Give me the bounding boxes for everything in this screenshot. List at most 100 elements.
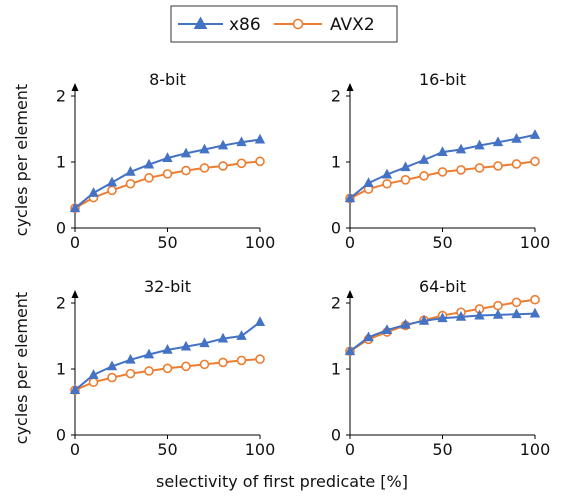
legend-avx2-marker [292,18,304,30]
data-point-x86 [455,143,467,154]
legend-x86-label: x86 [229,15,261,35]
y-tick-label: 2 [56,87,66,106]
data-point-x86 [474,139,485,150]
y-axis-arrow [346,83,354,91]
y-tick-label: 1 [56,153,66,172]
data-point-x86 [106,360,118,371]
data-point-x86 [69,384,81,395]
y-axis-arrow [346,290,354,298]
y-axis-arrow [71,290,79,298]
data-point-avx2 [236,355,247,366]
data-point-x86 [88,187,99,197]
series-line-avx2 [74,160,261,210]
y-axis-label-top: cycles per element [12,84,31,236]
x-tick-label: 50 [432,233,452,252]
panel-title: 8-bit [149,70,186,89]
data-point-avx2 [107,372,117,383]
x-tick-label: 50 [157,233,177,252]
data-point-x86 [363,177,374,188]
data-point-x86 [162,344,173,354]
data-point-avx2 [382,178,392,189]
x-tick-label: 0 [345,233,355,252]
data-point-x86 [88,369,99,379]
y-tick-label: 0 [56,426,66,445]
legend: x86 AVX2 [170,5,398,43]
data-point-x86 [363,331,374,342]
data-point-x86 [199,143,210,154]
data-point-x86 [492,309,504,319]
chart-panel-2: 16-bit 0 50 100 0 1 2 [331,70,550,252]
data-point-x86 [180,340,192,351]
chart-panel-3: 32-bit 0 50 100 0 1 2 [56,277,275,459]
data-point-x86 [236,330,247,340]
data-point-avx2 [236,158,247,169]
data-point-x86 [529,307,541,318]
data-point-avx2 [125,178,136,189]
data-point-avx2 [144,173,154,183]
y-tick-label: 0 [56,219,66,238]
data-point-x86 [217,332,229,343]
y-tick-label: 1 [56,360,66,379]
series-line-avx2 [349,298,536,353]
data-point-avx2 [199,163,210,173]
data-point-x86 [125,166,136,176]
series-line-x86 [349,133,536,200]
data-point-x86 [344,192,356,203]
data-point-x86 [511,133,522,143]
data-point-x86 [199,337,210,348]
data-point-avx2 [218,161,228,171]
x-axis-label: selectivity of first predicate [%] [156,472,408,491]
data-point-avx2 [530,294,540,305]
data-point-x86 [143,158,155,169]
data-point-avx2 [162,363,173,374]
legend-avx2-label: AVX2 [330,15,375,35]
data-point-avx2 [437,167,448,177]
data-point-avx2 [493,300,503,311]
data-point-x86 [143,348,155,359]
data-point-x86 [474,309,485,320]
data-point-x86 [492,136,504,147]
x-tick-label: 50 [157,440,177,459]
data-point-x86 [180,147,192,158]
data-point-x86 [162,152,173,162]
data-point-x86 [437,146,448,157]
data-point-avx2 [530,156,540,167]
data-point-avx2 [400,175,411,185]
x-tick-label: 0 [70,440,80,459]
data-point-x86 [217,139,229,150]
data-point-avx2 [181,165,191,176]
data-point-avx2 [255,354,265,364]
chart-panel-4: 64-bit 0 50 100 0 1 2 [331,277,550,459]
x-tick-label: 0 [345,440,355,459]
y-tick-label: 2 [331,87,341,106]
panel-title: 16-bit [419,70,466,89]
x-tick-label: 100 [245,440,276,459]
y-axis-arrow [71,83,79,91]
y-tick-label: 0 [331,219,341,238]
panel-title: 64-bit [419,277,466,296]
legend-x86-marker [193,16,208,29]
data-point-x86 [418,154,430,164]
data-point-x86 [418,314,430,325]
data-point-avx2 [511,297,522,308]
data-point-x86 [254,316,266,327]
data-point-x86 [344,345,356,356]
data-point-avx2 [162,169,173,179]
data-point-avx2 [199,359,210,370]
y-tick-label: 2 [56,294,66,313]
data-point-avx2 [181,361,191,372]
data-point-x86 [529,129,541,139]
x-tick-label: 100 [245,233,276,252]
chart-panel-1: 8-bit 0 50 100 0 1 2 [56,70,275,252]
data-point-avx2 [474,163,485,173]
data-point-avx2 [144,366,154,376]
y-axis-label-bottom: cycles per element [12,292,31,444]
data-point-x86 [455,311,467,321]
y-tick-label: 0 [331,426,341,445]
y-tick-label: 1 [331,153,341,172]
data-point-avx2 [493,161,503,171]
x-tick-label: 0 [70,233,80,252]
data-point-avx2 [511,159,522,169]
